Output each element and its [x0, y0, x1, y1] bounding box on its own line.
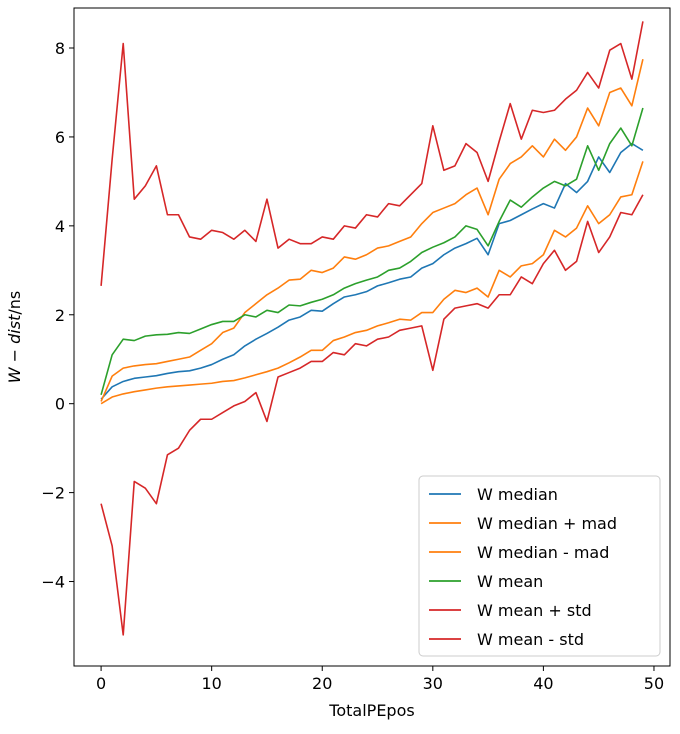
y-axis-label: W − dist/ns — [5, 291, 24, 384]
plot-frame — [73, 7, 671, 667]
y-tick-label: −4 — [41, 573, 65, 592]
series-line-2 — [100, 161, 644, 405]
x-axis: 0 10 20 30 40 50 — [96, 666, 664, 693]
y-tick-label: 4 — [55, 217, 65, 236]
series-line-0 — [100, 142, 644, 400]
x-tick-label: 0 — [96, 674, 106, 693]
x-axis-label: TotalPEpos — [328, 701, 414, 720]
legend-label-2: W median - mad — [477, 543, 609, 562]
y-tick-label: 8 — [55, 39, 65, 58]
y-tick-label: 2 — [55, 306, 65, 325]
legend-label-3: W mean — [477, 572, 543, 591]
y-axis-label-part-w: W — [5, 366, 24, 383]
y-tick-label: −2 — [41, 484, 65, 503]
y-tick-label: 0 — [55, 395, 65, 414]
x-tick-label: 40 — [533, 674, 553, 693]
x-tick-label: 10 — [201, 674, 221, 693]
x-tick-label: 50 — [644, 674, 664, 693]
legend-label-5: W mean - std — [477, 630, 584, 649]
x-tick-label: 20 — [312, 674, 332, 693]
y-axis: −4 −2 0 2 4 6 8 — [41, 39, 74, 592]
series-line-4 — [100, 21, 644, 286]
legend-label-0: W median — [477, 485, 558, 504]
series-line-3 — [100, 107, 644, 396]
series-line-5 — [100, 194, 644, 636]
series-layer — [100, 21, 644, 636]
y-axis-label-part-dist: dist — [5, 314, 24, 344]
y-tick-label: 6 — [55, 128, 65, 147]
legend-label-1: W median + mad — [477, 514, 617, 533]
y-axis-label-part-minus: − — [5, 344, 24, 368]
legend-box — [418, 475, 661, 657]
legend: W median W median + mad W median - mad W me… — [418, 475, 661, 657]
x-tick-label: 30 — [423, 674, 443, 693]
series-line-1 — [100, 58, 644, 402]
legend-label-4: W mean + std — [477, 601, 592, 620]
y-axis-label-part-unit: /ns — [5, 291, 24, 315]
